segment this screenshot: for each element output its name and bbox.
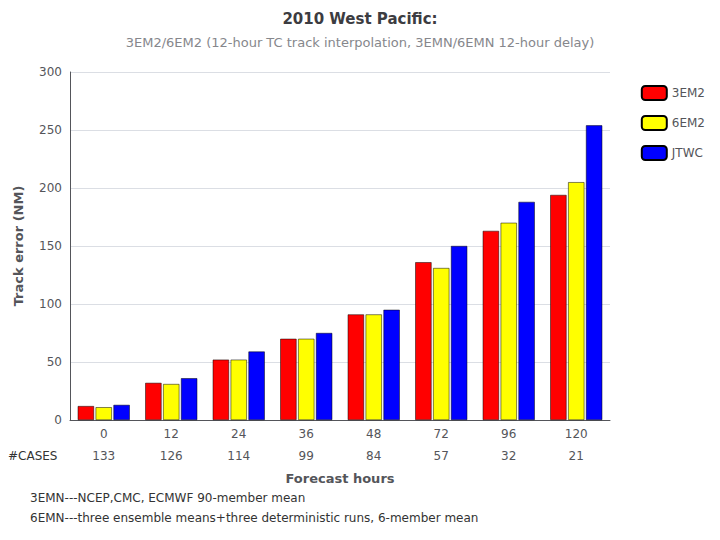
svg-text:0: 0 bbox=[54, 413, 62, 427]
svg-text:12: 12 bbox=[164, 427, 179, 441]
svg-text:96: 96 bbox=[501, 427, 516, 441]
svg-text:250: 250 bbox=[39, 123, 62, 137]
svg-text:48: 48 bbox=[366, 427, 381, 441]
svg-text:133: 133 bbox=[92, 449, 115, 463]
svg-text:32: 32 bbox=[501, 449, 516, 463]
svg-text:6EM2: 6EM2 bbox=[672, 116, 705, 130]
svg-text:84: 84 bbox=[366, 449, 381, 463]
svg-text:99: 99 bbox=[299, 449, 314, 463]
svg-text:Forecast hours: Forecast hours bbox=[285, 471, 394, 486]
svg-text:57: 57 bbox=[434, 449, 449, 463]
svg-text:24: 24 bbox=[231, 427, 246, 441]
svg-text:Track error (NM): Track error (NM) bbox=[11, 186, 26, 307]
svg-text:6EMN---three ensemble means+th: 6EMN---three ensemble means+three determ… bbox=[30, 511, 478, 525]
svg-text:50: 50 bbox=[47, 355, 62, 369]
svg-text:3EMN---NCEP,CMC, ECMWF 90-memb: 3EMN---NCEP,CMC, ECMWF 90-member mean bbox=[30, 491, 305, 505]
svg-text:114: 114 bbox=[227, 449, 250, 463]
svg-text:JTWC: JTWC bbox=[671, 146, 703, 160]
svg-text:2010 West Pacific:: 2010 West Pacific: bbox=[282, 10, 437, 28]
svg-text:3EM2: 3EM2 bbox=[672, 86, 705, 100]
svg-text:0: 0 bbox=[100, 427, 108, 441]
svg-text:#CASES: #CASES bbox=[8, 449, 57, 463]
svg-text:126: 126 bbox=[160, 449, 183, 463]
svg-text:200: 200 bbox=[39, 181, 62, 195]
svg-text:120: 120 bbox=[565, 427, 588, 441]
svg-text:100: 100 bbox=[39, 297, 62, 311]
svg-text:300: 300 bbox=[39, 65, 62, 79]
svg-text:72: 72 bbox=[434, 427, 449, 441]
svg-text:3EM2/6EM2 (12-hour TC track in: 3EM2/6EM2 (12-hour TC track interpolatio… bbox=[126, 35, 595, 50]
svg-text:150: 150 bbox=[39, 239, 62, 253]
svg-text:21: 21 bbox=[569, 449, 584, 463]
svg-text:36: 36 bbox=[299, 427, 314, 441]
